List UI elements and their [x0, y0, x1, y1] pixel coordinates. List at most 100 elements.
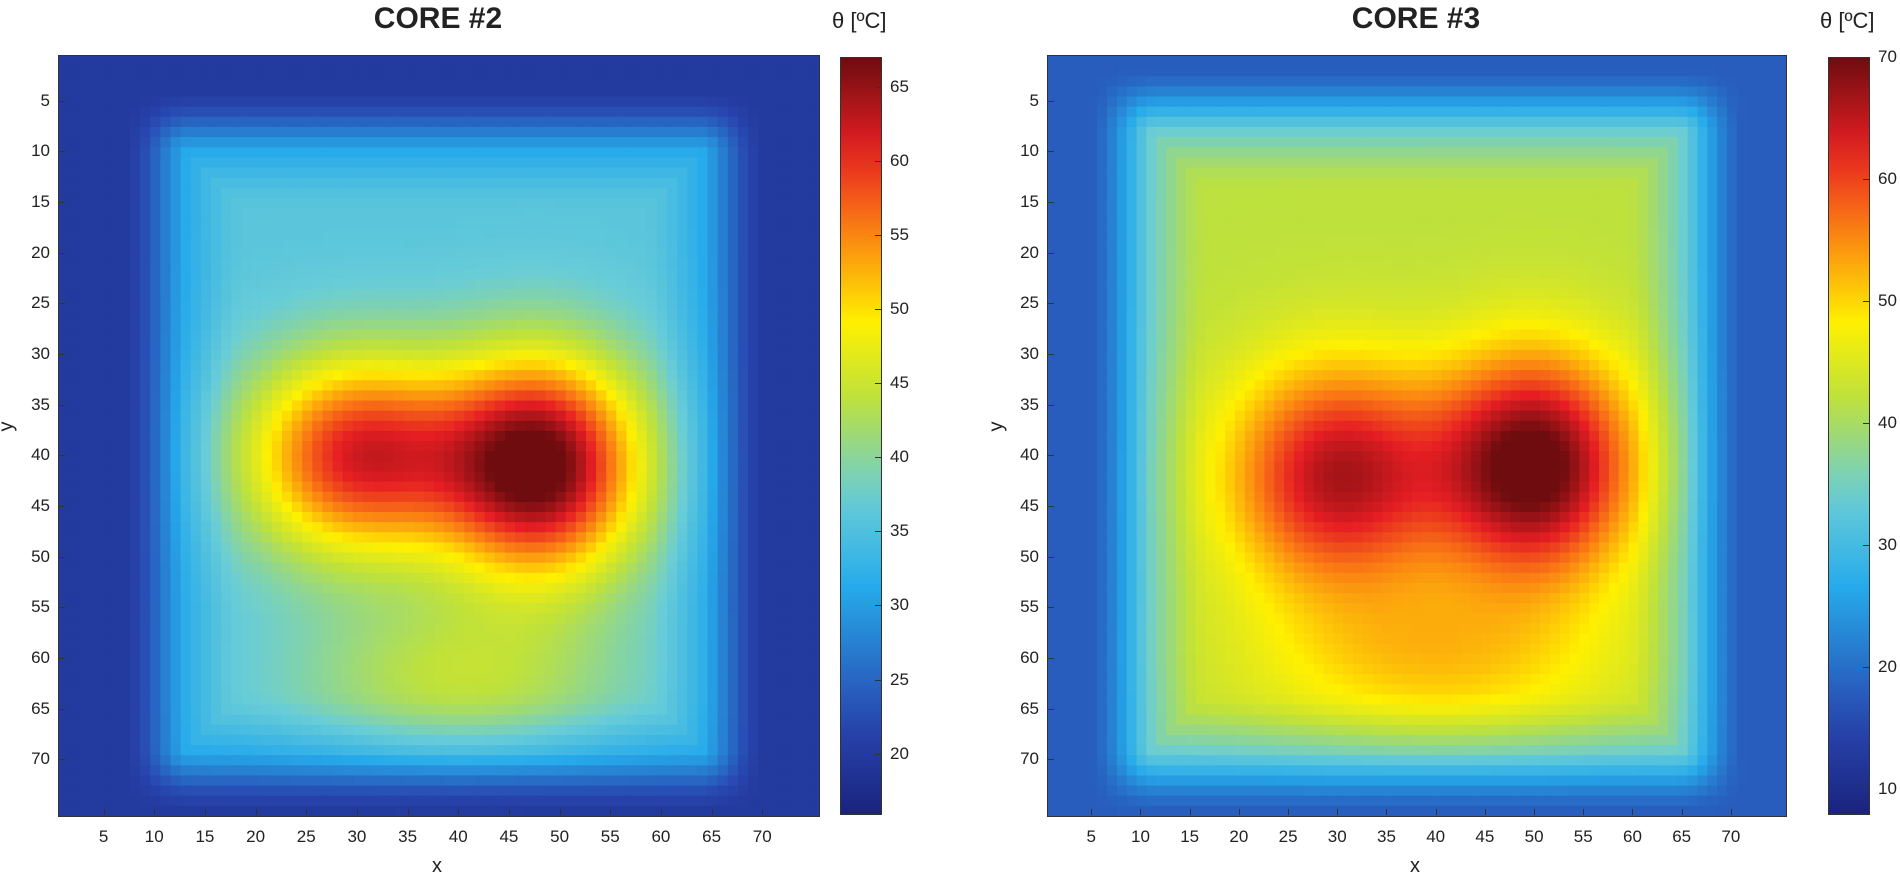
heatmap-cell [616, 208, 628, 219]
heatmap-cell [211, 623, 222, 635]
heatmap-cell [798, 339, 810, 351]
heatmap-cell [575, 400, 587, 412]
heatmap-cell [413, 410, 425, 422]
heatmap-cell [119, 390, 131, 402]
heatmap-cell [636, 147, 648, 158]
heatmap-cell [727, 258, 739, 270]
heatmap-cell [454, 542, 465, 554]
heatmap-cell [484, 633, 496, 645]
heatmap-cell [545, 96, 557, 108]
heatmap-cell [302, 147, 313, 158]
heatmap-cell [403, 126, 415, 138]
heatmap-cell [190, 197, 202, 209]
heatmap-cell [403, 410, 415, 422]
heatmap-cell [271, 532, 283, 543]
heatmap-cell [363, 430, 374, 442]
heatmap-cell [525, 187, 536, 199]
heatmap-cell [322, 197, 334, 209]
heatmap-cell [59, 126, 70, 138]
heatmap-cell [606, 96, 617, 108]
heatmap-cell [525, 704, 536, 716]
heatmap-cell [221, 208, 232, 219]
heatmap-cell [251, 339, 263, 351]
heatmap-cell [383, 593, 394, 604]
heatmap-cell [545, 360, 557, 371]
heatmap-cell [373, 522, 384, 533]
heatmap-cell [596, 501, 607, 513]
heatmap-cell [221, 289, 232, 300]
heatmap-cell [231, 501, 242, 513]
heatmap-cell [292, 613, 303, 625]
heatmap-cell [261, 349, 273, 361]
heatmap-cell [413, 552, 425, 564]
heatmap-cell [444, 522, 455, 533]
heatmap-cell [302, 96, 313, 108]
heatmap-cell [636, 400, 648, 412]
heatmap-cell [515, 653, 526, 665]
heatmap-cell [585, 208, 597, 219]
heatmap-cell [403, 491, 415, 503]
heatmap-cell [778, 694, 790, 706]
heatmap-cell [322, 522, 334, 533]
heatmap-cell [535, 157, 546, 169]
heatmap-cell [423, 106, 435, 118]
heatmap-cell [190, 501, 202, 513]
heatmap-cell [261, 694, 273, 706]
heatmap-cell [160, 451, 172, 462]
heatmap-cell [545, 572, 557, 584]
heatmap-cell [768, 248, 780, 260]
heatmap-cell [768, 76, 780, 87]
heatmap-cell [636, 106, 648, 118]
heatmap-cell [454, 137, 465, 148]
heatmap-cell [474, 420, 486, 432]
heatmap-cell [636, 56, 648, 67]
heatmap-cell [332, 471, 344, 483]
heatmap-cell [363, 441, 374, 452]
heatmap-cell [768, 126, 780, 138]
heatmap-cell [798, 420, 810, 432]
heatmap-cell [292, 664, 303, 675]
heatmap-cell [312, 319, 324, 331]
heatmap-cell [312, 218, 324, 229]
heatmap-cell [545, 400, 557, 412]
heatmap-cell [352, 380, 364, 391]
heatmap-cell [727, 491, 739, 503]
heatmap-cell [79, 268, 90, 280]
heatmap-cell [565, 319, 577, 331]
heatmap-cell [504, 208, 516, 219]
heatmap-cell [555, 714, 567, 726]
heatmap-cell [515, 390, 526, 402]
heatmap-cell [180, 501, 192, 513]
heatmap-cell [474, 147, 486, 158]
heatmap-cell [312, 451, 324, 462]
heatmap-cell [636, 623, 648, 635]
heatmap-cell [585, 633, 597, 645]
heatmap-cell [393, 289, 405, 300]
heatmap-cell [687, 299, 698, 310]
heatmap-cell [616, 380, 628, 391]
heatmap-cell [79, 522, 90, 533]
heatmap-cell [59, 694, 70, 706]
heatmap-cell [413, 471, 425, 483]
heatmap-cell [788, 329, 800, 341]
heatmap-cell [231, 248, 242, 260]
heatmap-cell [423, 420, 435, 432]
heatmap-cell [423, 278, 435, 290]
heatmap-cell [180, 228, 192, 239]
heatmap-cell [737, 278, 749, 290]
heatmap-cell [200, 471, 212, 483]
heatmap-cell [808, 157, 819, 169]
heatmap-cell [180, 532, 192, 543]
heatmap-cell [292, 633, 303, 645]
heatmap-cell [707, 66, 719, 77]
heatmap-cell [241, 177, 253, 189]
heatmap-cell [545, 481, 557, 493]
heatmap-cell [150, 258, 161, 270]
heatmap-cell [413, 197, 425, 209]
heatmap-cell [352, 137, 364, 148]
heatmap-cell [778, 400, 790, 412]
heatmap-cell [758, 674, 769, 685]
heatmap-cell [342, 370, 354, 381]
heatmap-cell [433, 613, 445, 625]
heatmap-cell [352, 593, 364, 604]
